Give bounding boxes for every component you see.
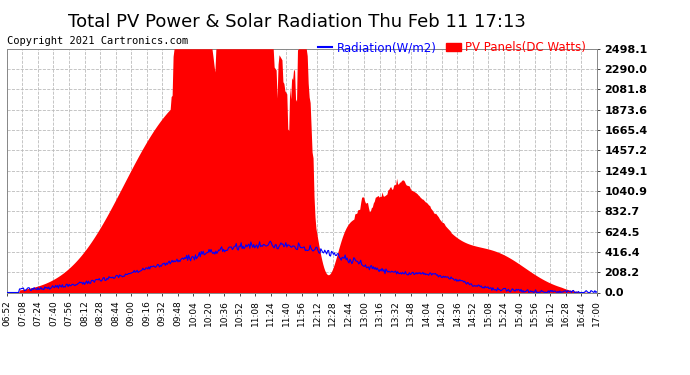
Legend: Radiation(W/m2), PV Panels(DC Watts): Radiation(W/m2), PV Panels(DC Watts) — [313, 36, 591, 59]
Text: Copyright 2021 Cartronics.com: Copyright 2021 Cartronics.com — [7, 36, 188, 46]
Text: Total PV Power & Solar Radiation Thu Feb 11 17:13: Total PV Power & Solar Radiation Thu Feb… — [68, 13, 526, 31]
